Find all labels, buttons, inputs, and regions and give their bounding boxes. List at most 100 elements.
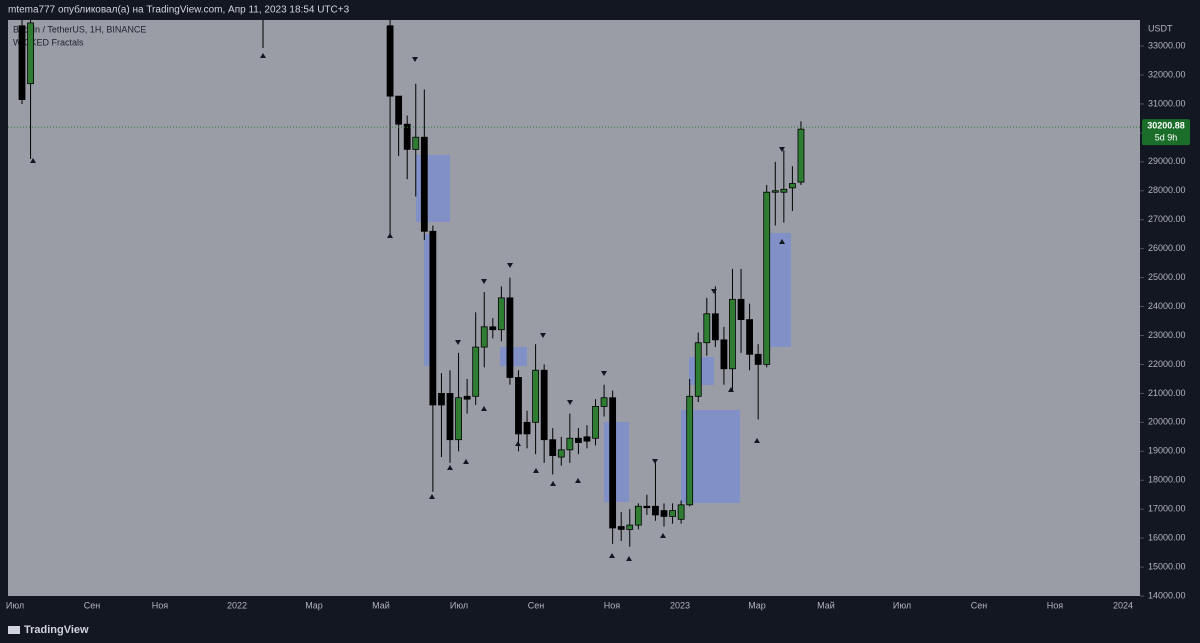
candle-body	[472, 346, 480, 397]
fractal-up	[550, 481, 556, 486]
imbalance-box	[604, 422, 629, 502]
candle-body	[27, 22, 34, 85]
imbalance-box	[500, 347, 527, 366]
fractal-down	[567, 400, 573, 405]
candle-body	[600, 397, 608, 407]
candle-body	[549, 439, 557, 457]
candle-body	[643, 505, 651, 509]
y-tick-label: 18000.00	[1148, 475, 1186, 485]
candle-body	[797, 128, 805, 183]
candle-body	[480, 326, 488, 348]
price-tag	[1142, 119, 1190, 146]
fractal-up	[463, 459, 469, 464]
candle-body	[763, 191, 771, 365]
y-tick-label: 29000.00	[1148, 156, 1186, 166]
candle-body	[703, 313, 711, 344]
x-axis-label: 2023	[670, 600, 690, 610]
currency: USDT	[1148, 23, 1173, 33]
y-tick-label: 22000.00	[1148, 359, 1186, 369]
y-tick-label: 24000.00	[1148, 301, 1186, 311]
fractal-up	[30, 158, 36, 163]
x-axis-label: Мар	[748, 600, 766, 610]
fractal-down	[652, 459, 658, 464]
candle-body	[506, 297, 514, 378]
fractal-up	[533, 468, 539, 473]
candle-body	[566, 437, 574, 451]
candle-body	[455, 397, 462, 441]
price-tag-countdown: 5d 9h	[1155, 132, 1178, 142]
candle-body	[18, 25, 26, 100]
y-tick-label: 25000.00	[1148, 272, 1186, 282]
candle-body	[403, 123, 411, 150]
candle-body	[592, 406, 599, 439]
x-axis-label: 2024	[1113, 600, 1133, 610]
fractal-up	[387, 233, 393, 238]
candle-body	[789, 183, 796, 189]
candle-body	[720, 339, 728, 370]
plot-area	[8, 20, 1140, 596]
y-tick-label: 14000.00	[1148, 590, 1186, 600]
candle-body	[583, 436, 591, 442]
x-axis-label: 2022	[227, 600, 247, 610]
indicator: WICKED Fractals	[13, 37, 84, 47]
candle-body	[515, 377, 522, 435]
candle-body	[711, 313, 719, 341]
x-axis-label: Июл	[450, 600, 468, 610]
candle-body	[694, 342, 702, 397]
imbalance-box	[766, 233, 791, 347]
candle-body	[420, 136, 428, 232]
y-tick-label: 31000.00	[1148, 98, 1186, 108]
fractal-down	[711, 289, 717, 294]
y-tick-label: 21000.00	[1148, 388, 1186, 398]
y-tick-label: 16000.00	[1148, 532, 1186, 542]
candle-body	[438, 392, 445, 406]
candle-body	[463, 395, 471, 400]
candle-body	[686, 395, 694, 506]
fractal-up	[429, 494, 435, 499]
x-axis-label: Сен	[84, 600, 101, 610]
x-axis-label: Май	[372, 600, 390, 610]
y-tick-label: 23000.00	[1148, 330, 1186, 340]
candle-body	[540, 369, 548, 441]
fractal-down	[455, 340, 461, 345]
symbol: Bitcoin / TetherUS, 1H, BINANCE	[13, 24, 146, 34]
candle-body	[660, 510, 668, 517]
candle-body	[626, 524, 634, 530]
x-axis-label: Июл	[6, 600, 24, 610]
candle-body	[497, 297, 505, 331]
x-axis-label: Сен	[971, 600, 988, 610]
fractal-down	[507, 263, 513, 268]
candle-body	[532, 369, 539, 423]
fractal-down	[779, 147, 785, 152]
candle-body	[395, 95, 403, 125]
candle-body	[754, 353, 762, 365]
fractal-down	[412, 57, 418, 62]
x-axis-label: Сен	[528, 600, 545, 610]
candle-body	[617, 526, 625, 530]
fractal-up	[260, 53, 266, 58]
fractal-down	[481, 279, 487, 284]
candle-body	[652, 505, 659, 516]
y-tick-label: 26000.00	[1148, 243, 1186, 253]
fractal-down	[601, 371, 607, 376]
candle-body	[737, 298, 745, 320]
candle-body	[557, 449, 565, 458]
publisher: mtema777 опубликовал(а) на TradingView.c…	[8, 4, 350, 16]
fractal-up	[447, 465, 453, 470]
candle-body	[729, 298, 736, 370]
fractal-up	[728, 387, 734, 392]
fractal-up	[660, 533, 666, 538]
candle-body	[669, 510, 676, 517]
candle-body	[386, 25, 394, 97]
brand: TradingView	[24, 624, 89, 636]
fractal-up	[754, 438, 760, 443]
fractal-up	[515, 441, 521, 446]
candle-body	[780, 188, 788, 193]
y-tick-label: 27000.00	[1148, 214, 1186, 224]
y-tick-label: 28000.00	[1148, 185, 1186, 195]
y-tick-label: 32000.00	[1148, 69, 1186, 79]
candle-body	[446, 392, 454, 441]
candle-body	[412, 136, 420, 150]
y-tick-label: 20000.00	[1148, 417, 1186, 427]
